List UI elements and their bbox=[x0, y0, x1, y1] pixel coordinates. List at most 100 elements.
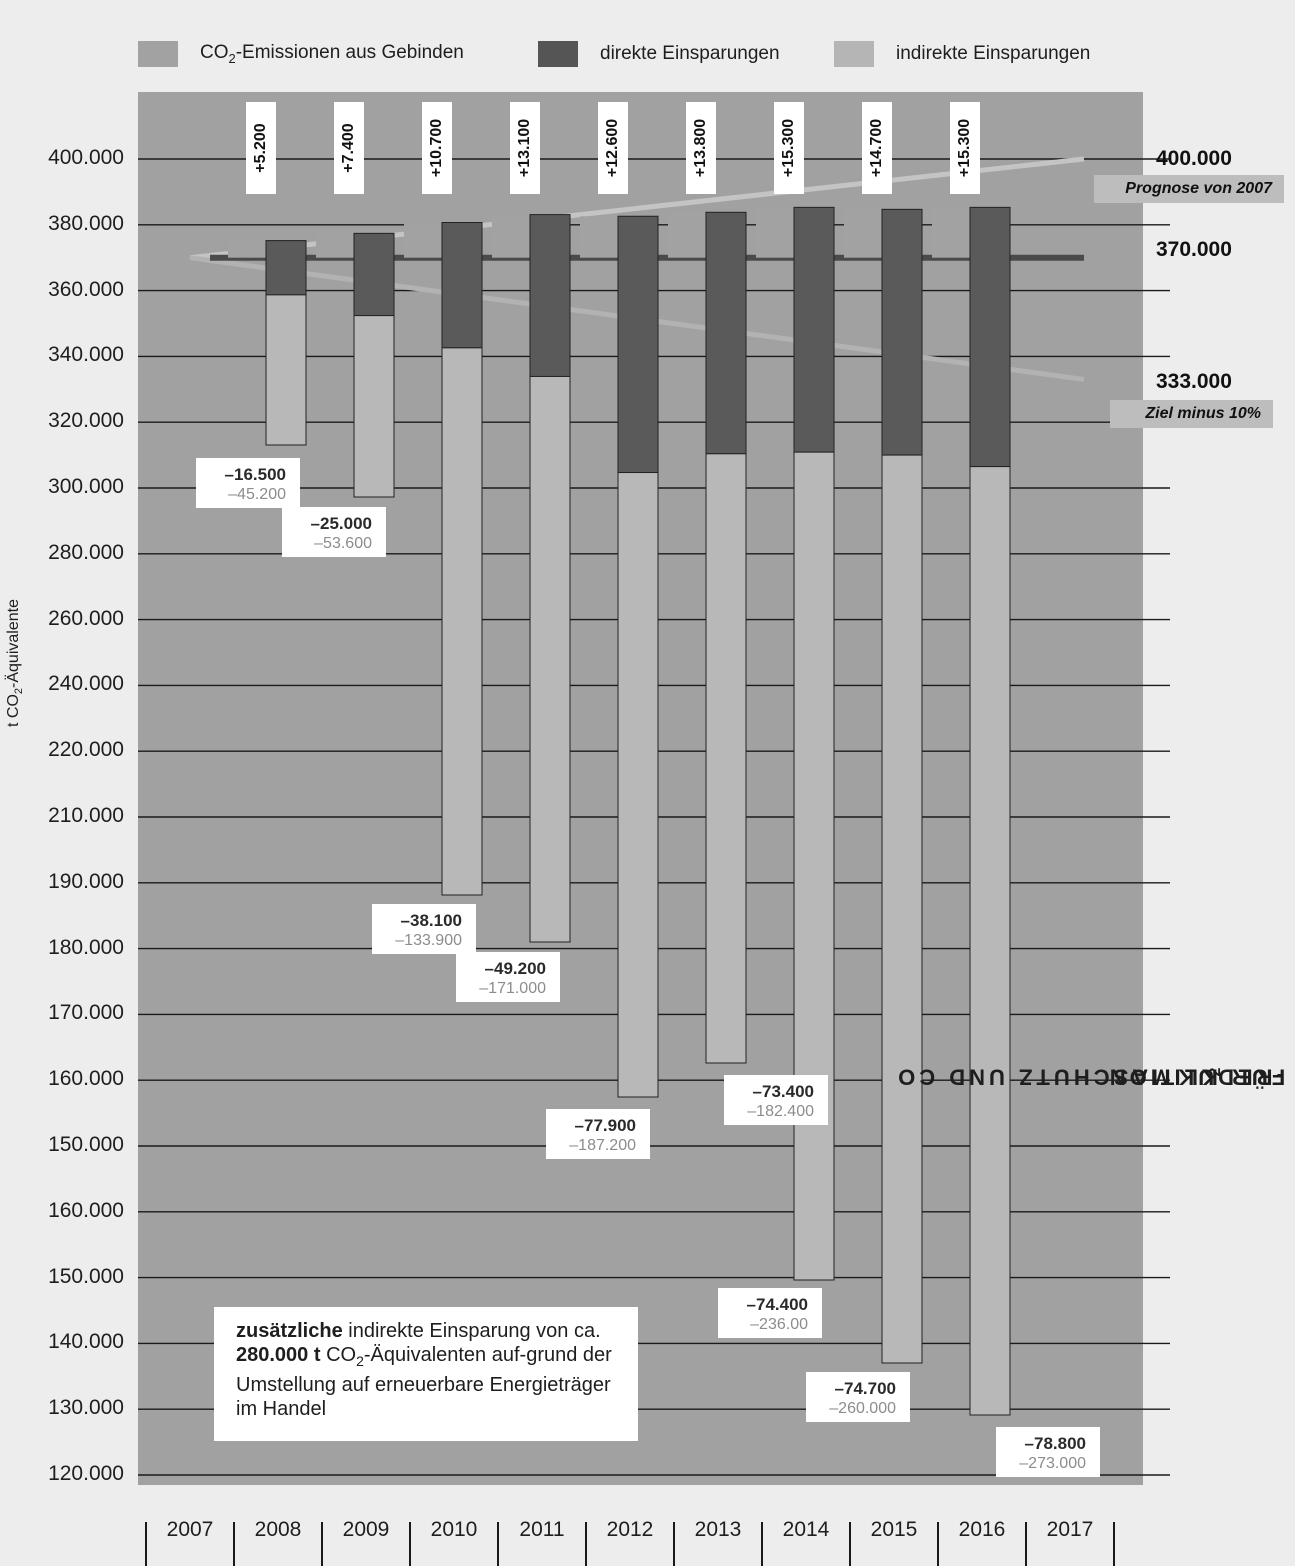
savings-callout: –25.000 –53.600 bbox=[282, 507, 386, 557]
emission-label-text: +14.700 bbox=[868, 118, 885, 178]
ref-tag-forecast: Prognose von 2007 bbox=[1094, 175, 1284, 203]
emission-label-text: +7.400 bbox=[340, 123, 357, 173]
emission-bar bbox=[844, 209, 882, 258]
x-tick-label: 2009 bbox=[342, 1518, 390, 1541]
x-tick-label: 2011 bbox=[519, 1518, 565, 1541]
direct-bar bbox=[441, 221, 483, 349]
emission-bar bbox=[492, 214, 530, 258]
indirect-bar bbox=[793, 451, 835, 1281]
direct-savings-value: –77.900 bbox=[574, 1116, 636, 1135]
x-tick-label: 2017 bbox=[1046, 1518, 1094, 1541]
emission-bar bbox=[316, 233, 354, 258]
legend-swatch-direct bbox=[538, 41, 578, 67]
legend-swatch-emissions bbox=[138, 41, 178, 67]
emission-label: +12.600 bbox=[598, 102, 628, 194]
indirect-savings-value: –182.400 bbox=[747, 1103, 814, 1120]
legend-swatch-indirect bbox=[834, 41, 874, 67]
indirect-bar bbox=[705, 453, 747, 1064]
savings-callout: –16.500 –45.200 bbox=[196, 458, 300, 508]
y-tick-label: 220.000 bbox=[48, 738, 124, 762]
y-tick-label: 240.000 bbox=[48, 672, 124, 696]
y-tick-label: 160.000 bbox=[48, 1067, 124, 1091]
direct-bar bbox=[265, 240, 307, 296]
direct-bar bbox=[353, 232, 395, 317]
x-tick-label: 2007 bbox=[166, 1518, 214, 1541]
y-tick-label: 210.000 bbox=[48, 804, 124, 827]
y-tick-label: 140.000 bbox=[48, 1330, 124, 1354]
y-tick-label: 190.000 bbox=[48, 869, 124, 893]
y-tick-label: 120.000 bbox=[48, 1462, 124, 1485]
direct-savings-value: –16.500 bbox=[224, 465, 286, 484]
y-tick-label: 320.000 bbox=[48, 409, 124, 433]
savings-callout: –38.100 –133.900 bbox=[372, 904, 476, 954]
x-tick-label: 2012 bbox=[606, 1518, 654, 1541]
x-tick-label: 2010 bbox=[430, 1518, 478, 1541]
indirect-savings-value: –45.200 bbox=[228, 486, 286, 503]
indirect-savings-value: –53.600 bbox=[314, 535, 372, 552]
emission-label: +7.400 bbox=[334, 102, 364, 194]
emission-label: +13.800 bbox=[686, 102, 716, 194]
direct-savings-value: –25.000 bbox=[310, 514, 372, 533]
ref-tag-target: Ziel minus 10% bbox=[1110, 400, 1273, 428]
emission-bar bbox=[932, 207, 970, 258]
emission-label-text: +12.600 bbox=[604, 118, 621, 178]
y-tick-label: 380.000 bbox=[48, 211, 124, 235]
emission-bar bbox=[228, 240, 266, 258]
direct-savings-value: –38.100 bbox=[400, 911, 462, 930]
x-tick-label: 2014 bbox=[782, 1518, 830, 1541]
indirect-savings-value: –273.000 bbox=[1019, 1455, 1086, 1472]
ref-label-forecast: 400.000 bbox=[1156, 147, 1232, 170]
ref-label-target: 333.000 bbox=[1156, 370, 1232, 393]
savings-callout: –73.400 –182.400 bbox=[724, 1075, 828, 1125]
direct-savings-value: –78.800 bbox=[1024, 1434, 1086, 1453]
legend-item-emissions: CO2-Emissionen aus Gebinden bbox=[138, 38, 464, 70]
y-tick-label: 170.000 bbox=[48, 1001, 124, 1025]
emission-label-text: +15.300 bbox=[956, 118, 973, 178]
legend-item-direct: direkte Einsparungen bbox=[538, 38, 780, 70]
legend-item-indirect: indirekte Einsparungen bbox=[834, 38, 1090, 70]
direct-savings-value: –73.400 bbox=[752, 1082, 814, 1101]
emission-label: +5.200 bbox=[246, 102, 276, 194]
x-tick-label: 2016 bbox=[958, 1518, 1006, 1541]
emission-label-text: +10.700 bbox=[428, 118, 445, 178]
direct-savings-value: –74.700 bbox=[834, 1379, 896, 1398]
direct-bar bbox=[705, 211, 747, 455]
savings-callout: –74.400 –236.00 bbox=[718, 1288, 822, 1338]
emission-label-text: +13.800 bbox=[692, 118, 709, 178]
indirect-savings-value: –171.000 bbox=[479, 980, 546, 997]
savings-callout: –78.800 –273.000 bbox=[996, 1427, 1100, 1477]
y-tick-label: 360.000 bbox=[48, 277, 124, 301]
emission-label: +15.300 bbox=[950, 102, 980, 194]
legend-label-direct: direkte Einsparungen bbox=[600, 43, 780, 64]
indirect-bar bbox=[265, 294, 307, 446]
direct-savings-value: –49.200 bbox=[484, 959, 546, 978]
x-tick-label: 2013 bbox=[694, 1518, 742, 1541]
emission-label: +13.100 bbox=[510, 102, 540, 194]
indirect-bar bbox=[881, 454, 923, 1364]
y-tick-label: 160.000 bbox=[48, 1198, 124, 1222]
indirect-savings-value: –187.200 bbox=[569, 1137, 636, 1154]
direct-savings-value: –74.400 bbox=[746, 1295, 808, 1314]
savings-callout: –77.900 –187.200 bbox=[546, 1109, 650, 1159]
y-tick-label: 340.000 bbox=[48, 343, 124, 367]
indirect-savings-value: –236.00 bbox=[750, 1316, 808, 1333]
indirect-bar bbox=[617, 472, 659, 1098]
y-tick-label: 150.000 bbox=[48, 1133, 124, 1156]
direct-bar bbox=[969, 206, 1011, 468]
emission-label-text: +5.200 bbox=[252, 123, 269, 173]
indirect-bar bbox=[969, 466, 1011, 1416]
indirect-savings-value: –260.000 bbox=[829, 1400, 896, 1417]
emission-label: +14.700 bbox=[862, 102, 892, 194]
direct-bar bbox=[793, 206, 835, 453]
savings-callout: –74.700 –260.000 bbox=[806, 1372, 910, 1422]
y-tick-label: 180.000 bbox=[48, 935, 124, 959]
info-note: zusätzliche indirekte Einsparung von ca.… bbox=[214, 1307, 638, 1441]
emission-bar bbox=[404, 222, 442, 258]
indirect-savings-value: –133.900 bbox=[395, 932, 462, 949]
y-tick-label: 130.000 bbox=[48, 1396, 124, 1420]
legend-label-indirect: indirekte Einsparungen bbox=[896, 43, 1091, 64]
emission-label: +10.700 bbox=[422, 102, 452, 194]
indirect-bar bbox=[529, 375, 571, 943]
direct-bar bbox=[529, 214, 571, 377]
